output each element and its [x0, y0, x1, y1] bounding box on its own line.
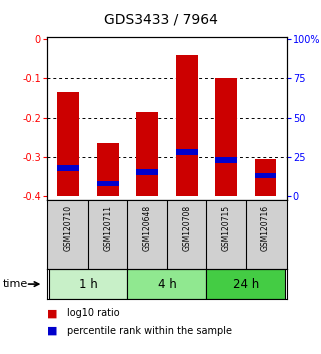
Bar	[176, 149, 197, 155]
Bar	[127, 269, 206, 299]
Bar	[136, 169, 158, 175]
Bar	[57, 92, 79, 196]
Text: GDS3433 / 7964: GDS3433 / 7964	[104, 12, 217, 27]
Text: GSM120708: GSM120708	[182, 205, 191, 251]
Bar	[206, 269, 285, 299]
Bar	[255, 159, 276, 196]
Bar	[48, 269, 127, 299]
Bar	[97, 143, 118, 196]
Bar	[57, 165, 79, 171]
Bar	[255, 173, 276, 178]
Bar	[215, 78, 237, 196]
Text: GSM120648: GSM120648	[143, 205, 152, 251]
Bar	[176, 55, 197, 196]
Text: 1 h: 1 h	[79, 278, 97, 291]
Text: percentile rank within the sample: percentile rank within the sample	[67, 326, 232, 336]
Text: ■: ■	[47, 308, 57, 318]
Text: GSM120711: GSM120711	[103, 205, 112, 251]
Bar	[136, 112, 158, 196]
Text: 4 h: 4 h	[158, 278, 176, 291]
Text: GSM120715: GSM120715	[221, 205, 230, 251]
Text: GSM120716: GSM120716	[261, 205, 270, 251]
Text: time: time	[3, 279, 29, 289]
Text: ■: ■	[47, 326, 57, 336]
Text: 24 h: 24 h	[233, 278, 259, 291]
Text: GSM120710: GSM120710	[64, 205, 73, 251]
Text: log10 ratio: log10 ratio	[67, 308, 120, 318]
Bar	[215, 157, 237, 163]
Bar	[97, 181, 118, 186]
